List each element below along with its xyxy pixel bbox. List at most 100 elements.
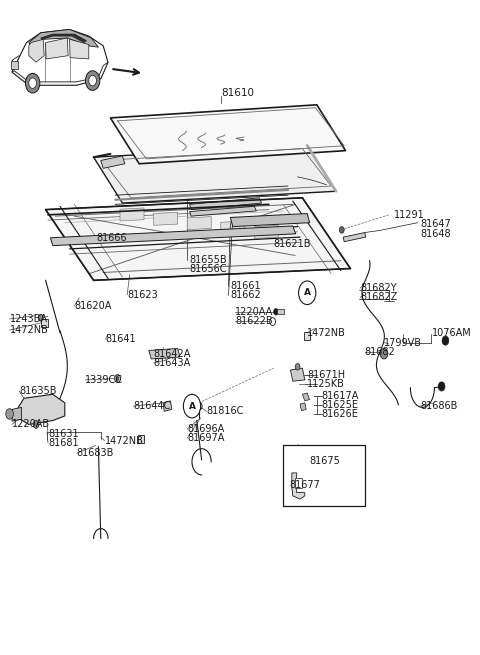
Text: 81623: 81623 <box>127 290 158 300</box>
Bar <box>304 332 310 340</box>
Polygon shape <box>29 29 98 47</box>
Circle shape <box>33 421 39 428</box>
Circle shape <box>116 377 119 381</box>
Circle shape <box>29 78 36 88</box>
Circle shape <box>183 394 201 418</box>
Text: 81683B: 81683B <box>77 448 114 458</box>
Polygon shape <box>295 478 302 488</box>
Circle shape <box>274 309 278 315</box>
Text: 1339CC: 1339CC <box>85 375 123 385</box>
Text: 81661: 81661 <box>230 281 261 291</box>
Bar <box>277 309 284 314</box>
Polygon shape <box>190 206 256 216</box>
Polygon shape <box>163 401 172 411</box>
Text: 1472NB: 1472NB <box>307 328 346 338</box>
Circle shape <box>270 318 276 326</box>
Text: 81625E: 81625E <box>322 400 359 410</box>
Text: 81655B: 81655B <box>190 255 227 265</box>
Bar <box>41 319 48 327</box>
Text: 1220AB: 1220AB <box>12 419 50 430</box>
Text: 81682Y: 81682Y <box>360 283 396 293</box>
Circle shape <box>380 348 388 359</box>
Circle shape <box>196 402 202 410</box>
Polygon shape <box>12 62 108 85</box>
Circle shape <box>6 409 13 419</box>
Circle shape <box>38 314 43 321</box>
Text: 11291: 11291 <box>394 210 424 220</box>
Text: 81677: 81677 <box>289 479 320 490</box>
Polygon shape <box>302 393 310 401</box>
Polygon shape <box>29 39 44 62</box>
Text: 81610: 81610 <box>221 88 254 98</box>
Text: 81621B: 81621B <box>274 238 311 249</box>
Circle shape <box>115 375 120 383</box>
Text: 81686B: 81686B <box>420 401 457 411</box>
Text: 81648: 81648 <box>420 229 451 239</box>
Circle shape <box>85 71 100 90</box>
Text: 81647: 81647 <box>420 219 451 229</box>
Text: 81620A: 81620A <box>74 301 112 311</box>
Polygon shape <box>41 34 86 43</box>
Text: 81662: 81662 <box>230 290 261 301</box>
Polygon shape <box>300 403 306 411</box>
Text: 81656C: 81656C <box>190 264 227 274</box>
Text: 1472NB: 1472NB <box>10 325 48 335</box>
Text: 1076AM: 1076AM <box>432 328 472 338</box>
Polygon shape <box>190 198 262 210</box>
Polygon shape <box>221 221 245 234</box>
Text: 81617A: 81617A <box>322 390 359 401</box>
Bar <box>283 445 365 506</box>
Text: 81643A: 81643A <box>154 358 191 368</box>
Text: 81696A: 81696A <box>187 424 225 434</box>
Polygon shape <box>110 105 346 164</box>
Text: A: A <box>189 402 195 411</box>
Polygon shape <box>230 214 310 227</box>
Text: A: A <box>304 288 311 297</box>
Polygon shape <box>12 407 22 421</box>
Text: 1220AA: 1220AA <box>235 307 274 317</box>
Polygon shape <box>18 394 65 424</box>
Circle shape <box>299 281 316 305</box>
Polygon shape <box>290 368 305 381</box>
Text: 81671H: 81671H <box>307 370 345 381</box>
Text: 1799VB: 1799VB <box>384 337 422 348</box>
Text: 81644C: 81644C <box>133 401 171 411</box>
Circle shape <box>89 75 96 86</box>
Polygon shape <box>120 208 144 221</box>
Text: 81626E: 81626E <box>322 409 359 419</box>
Bar <box>11 61 18 69</box>
Polygon shape <box>292 473 305 499</box>
Circle shape <box>442 336 449 345</box>
Polygon shape <box>254 225 278 238</box>
Circle shape <box>25 73 40 93</box>
Text: 81631: 81631 <box>48 428 79 439</box>
Text: 81622B: 81622B <box>235 316 273 326</box>
Polygon shape <box>50 226 296 246</box>
Bar <box>138 435 144 443</box>
Polygon shape <box>94 145 336 203</box>
Polygon shape <box>343 233 366 242</box>
Polygon shape <box>149 348 180 359</box>
Circle shape <box>295 364 300 370</box>
Text: 81675: 81675 <box>310 456 340 466</box>
Text: 1243BA: 1243BA <box>10 314 48 324</box>
Text: 1472NB: 1472NB <box>105 436 144 446</box>
Text: 81816C: 81816C <box>206 406 244 417</box>
Text: 1125KB: 1125KB <box>307 379 345 390</box>
Text: 81682Z: 81682Z <box>360 292 397 303</box>
Circle shape <box>438 382 445 391</box>
Text: 81642A: 81642A <box>154 348 191 359</box>
Text: 81635B: 81635B <box>19 386 57 396</box>
Polygon shape <box>12 29 108 85</box>
Text: 81682: 81682 <box>365 347 396 358</box>
Text: 81697A: 81697A <box>187 433 225 443</box>
Text: 81681: 81681 <box>48 438 79 448</box>
Polygon shape <box>154 212 178 225</box>
Polygon shape <box>187 217 211 230</box>
Polygon shape <box>70 39 89 59</box>
Polygon shape <box>46 198 350 280</box>
Text: 81666: 81666 <box>96 233 127 244</box>
Polygon shape <box>46 38 68 59</box>
Polygon shape <box>101 156 125 168</box>
Text: 81641: 81641 <box>106 334 136 345</box>
